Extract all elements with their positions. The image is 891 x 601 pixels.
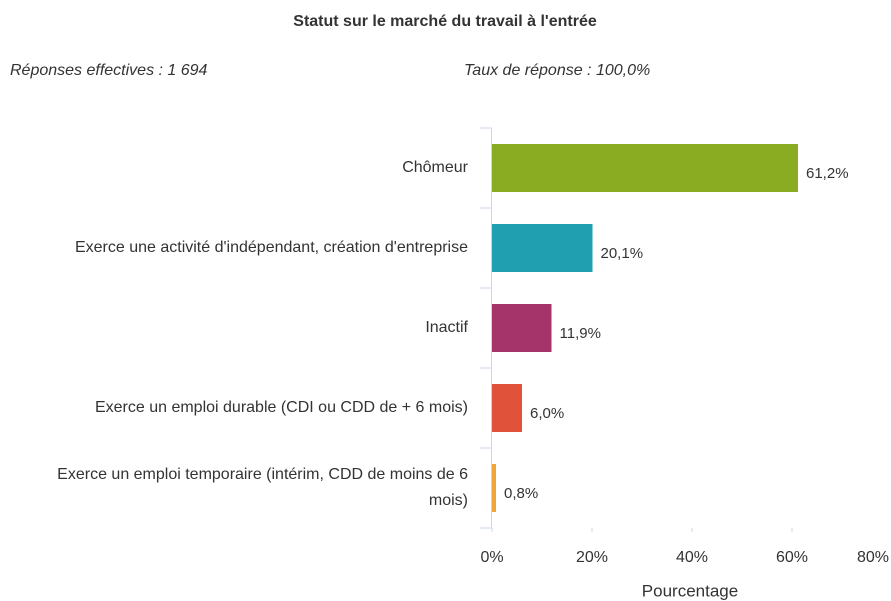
subtitle: Réponses effectives : 1 694: [10, 62, 208, 79]
subtitle: Taux de réponse : 100,0%: [464, 62, 651, 79]
category-label: Exerce une activité d'indépendant, créat…: [74, 239, 468, 256]
x-axis-label: Pourcentage: [642, 581, 738, 600]
bar: [492, 224, 593, 272]
category-label: Exerce un emploi temporaire (intérim, CD…: [57, 466, 468, 509]
value-label: 20,1%: [601, 245, 644, 262]
category-label: Chômeur: [402, 159, 468, 176]
bar: [492, 384, 522, 432]
value-label: 0,8%: [504, 485, 538, 502]
category-label: Inactif: [425, 319, 468, 336]
x-tick-label: 40%: [676, 549, 708, 566]
bar: [492, 304, 552, 352]
value-label: 61,2%: [806, 165, 849, 182]
bar: [492, 144, 798, 192]
x-tick-label: 0%: [480, 549, 503, 566]
category-label: Exerce un emploi durable (CDI ou CDD de …: [94, 399, 468, 416]
x-tick-label: 80%: [857, 549, 889, 566]
bar: [492, 464, 496, 512]
x-tick-label: 60%: [776, 549, 808, 566]
value-label: 6,0%: [530, 405, 564, 422]
chart-title: Statut sur le marché du travail à l'entr…: [293, 13, 597, 30]
x-tick-label: 20%: [576, 549, 608, 566]
value-label: 11,9%: [560, 325, 601, 342]
